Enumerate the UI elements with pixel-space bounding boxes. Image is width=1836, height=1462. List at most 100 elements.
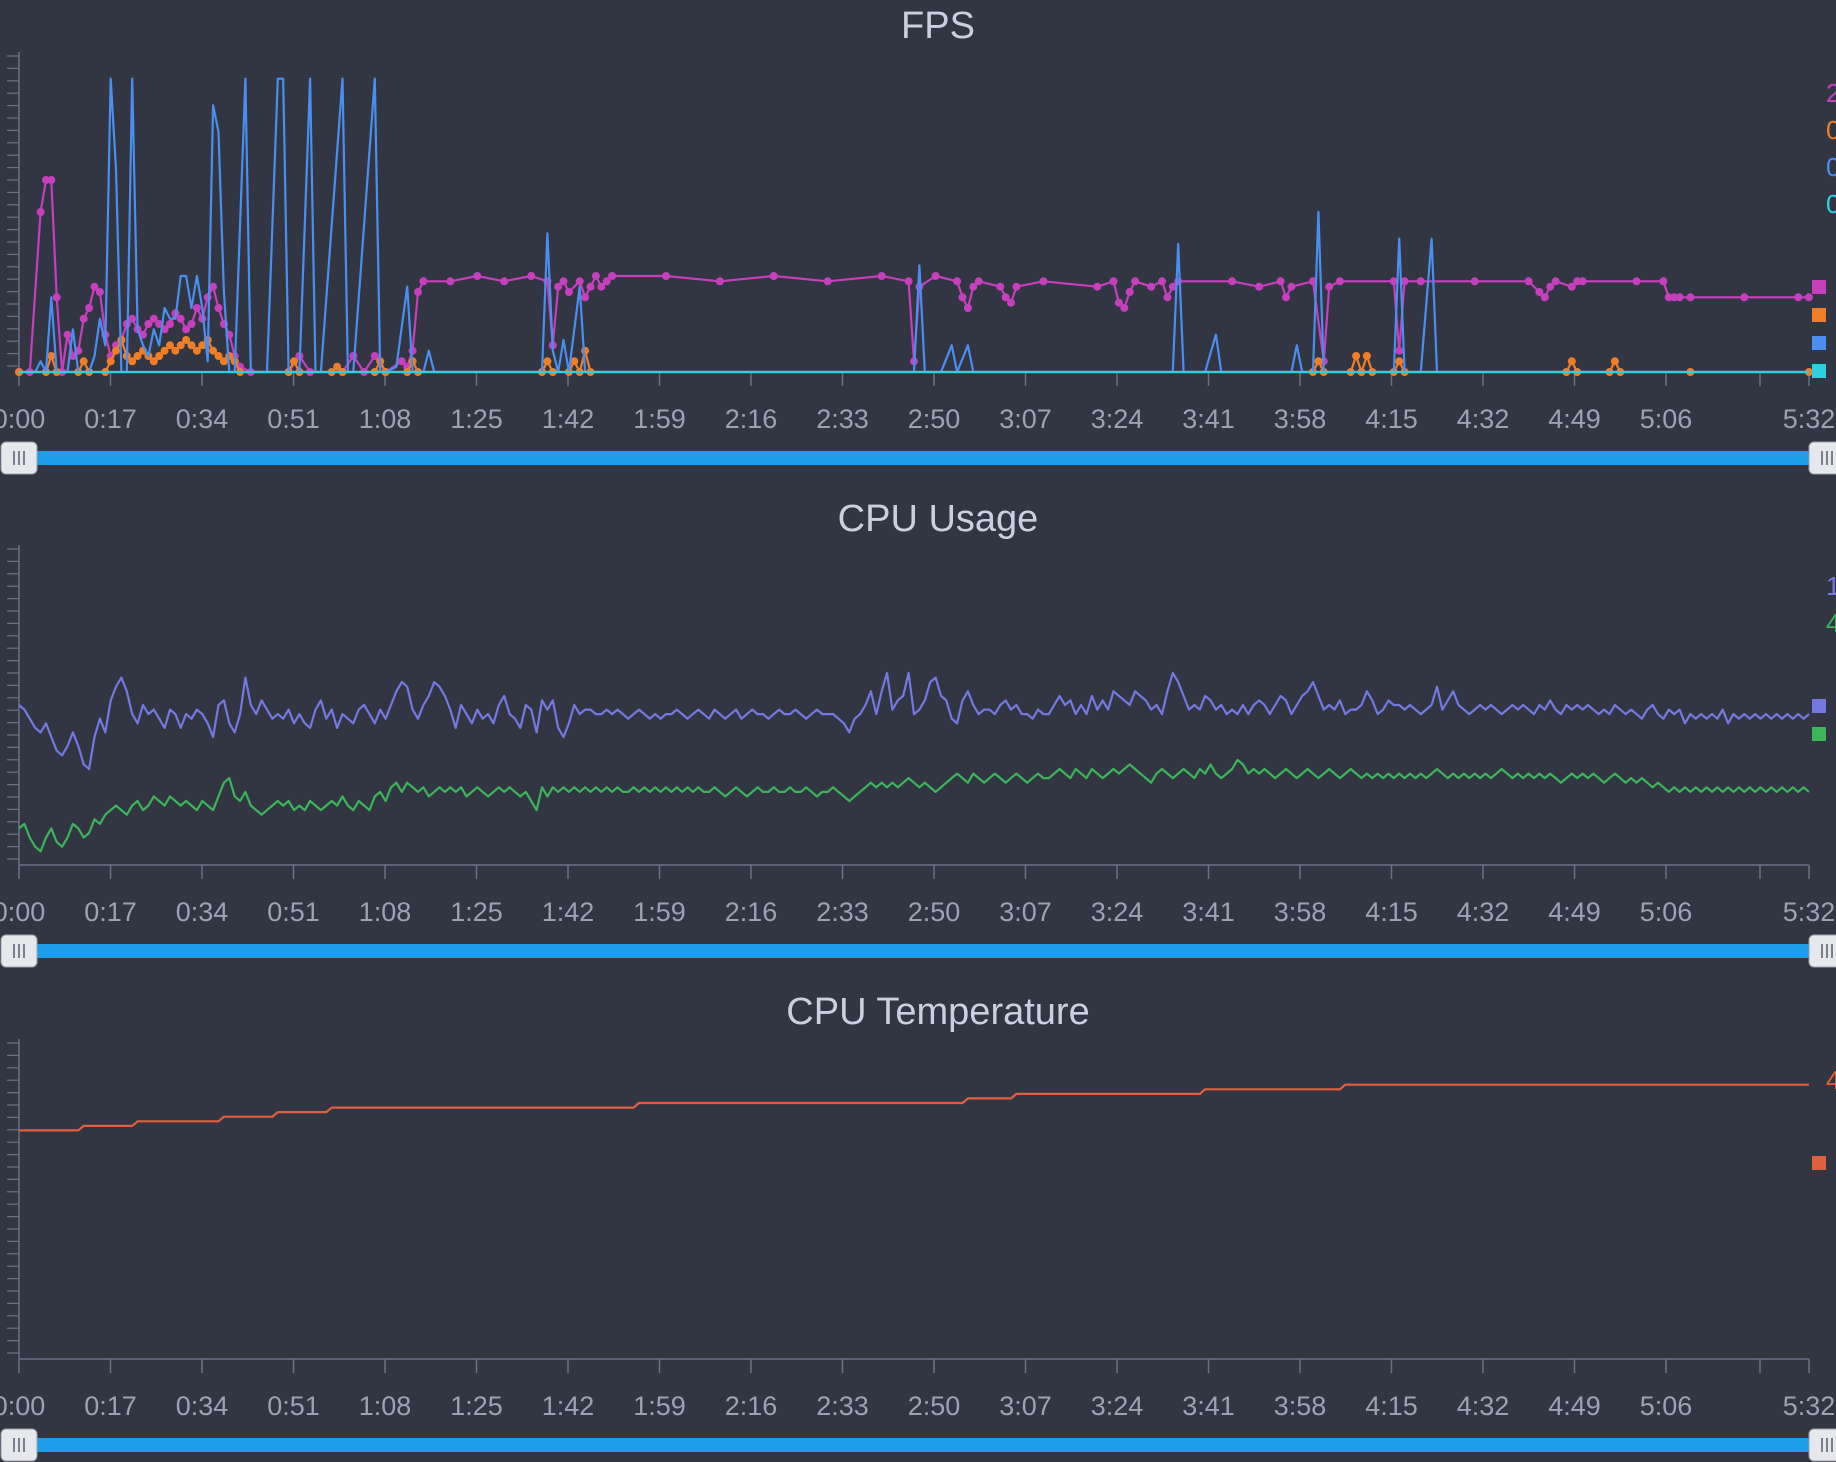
x-tick-label: 1:08 [359, 1391, 412, 1421]
series-point-0 [1168, 282, 1177, 291]
series-point-0 [1567, 282, 1576, 291]
series-point-0 [1540, 293, 1549, 302]
x-tick-label: 5:06 [1640, 404, 1693, 434]
series-point-0 [1228, 277, 1237, 286]
series-point-0 [608, 272, 617, 280]
series-point-0 [597, 282, 606, 291]
series-point-0 [958, 293, 967, 302]
x-tick-label: 1:08 [359, 897, 412, 927]
chart-panel-1: CPU Usage 0:00 0:17 0:34 0:51 1:08 1:25 1:42 1:5… [0, 498, 1836, 968]
series-point-0 [446, 277, 455, 286]
series-point-0 [187, 320, 196, 328]
zoom-slider-track[interactable] [35, 451, 1809, 465]
legend-swatch[interactable] [1812, 308, 1826, 322]
x-tick-label: 0:51 [267, 1391, 320, 1421]
series-point-1 [333, 362, 342, 371]
series-point-0 [47, 176, 56, 184]
series-point-0 [90, 282, 99, 291]
zoom-slider-track[interactable] [35, 1438, 1809, 1452]
zoom-slider-right-handle[interactable] [1808, 1428, 1836, 1462]
series-line-1 [18, 758, 1810, 853]
series-point-0 [1400, 277, 1409, 286]
x-tick-label: 4:49 [1548, 404, 1601, 434]
series-point-1 [149, 357, 158, 366]
x-tick-label: 0:51 [267, 897, 320, 927]
legend-value: 4 [1826, 1065, 1836, 1095]
x-tick-label: 3:24 [1091, 897, 1144, 927]
series-point-0 [527, 272, 536, 280]
x-tick-label: 1:59 [633, 404, 686, 434]
series-point-0 [1325, 282, 1334, 291]
series-point-0 [591, 272, 600, 280]
x-tick-label: 0:00 [0, 404, 45, 434]
x-tick-label: 3:58 [1274, 404, 1327, 434]
series-point-0 [1686, 293, 1695, 302]
series-point-0 [128, 314, 137, 323]
series-point-0 [1114, 298, 1123, 307]
legend-value: 0 [1826, 189, 1836, 219]
zoom-slider-right-handle[interactable] [1808, 934, 1836, 968]
series-point-0 [52, 293, 61, 302]
legend-swatch[interactable] [1812, 280, 1826, 294]
zoom-slider-right-handle[interactable] [1808, 441, 1836, 475]
x-tick-label: 5:32 [1783, 404, 1836, 434]
series-point-0 [149, 314, 158, 323]
series-point-0 [1535, 288, 1544, 296]
series-point-0 [996, 282, 1005, 291]
x-tick-label: 3:07 [999, 404, 1052, 434]
series-point-0 [85, 304, 94, 312]
series-point-0 [1389, 277, 1398, 286]
x-tick-label: 2:33 [816, 404, 869, 434]
series-point-0 [1276, 277, 1285, 286]
series-point-1 [290, 357, 298, 366]
series-point-0 [559, 277, 568, 286]
series-point-0 [182, 325, 191, 334]
series-point-1 [570, 357, 579, 366]
x-tick-label: 2:50 [908, 1391, 961, 1421]
chart-title: CPU Temperature [786, 991, 1089, 1033]
series-point-0 [473, 272, 482, 280]
series-point-0 [192, 304, 201, 312]
x-tick-label: 4:15 [1365, 404, 1418, 434]
x-tick-label: 0:00 [0, 1391, 45, 1421]
zoom-slider-left-handle[interactable] [0, 934, 38, 968]
x-tick-label: 1:42 [542, 897, 595, 927]
x-tick-label: 4:49 [1548, 1391, 1601, 1421]
series-point-0 [1470, 277, 1479, 286]
x-tick-label: 1:42 [542, 404, 595, 434]
series-point-0 [1395, 346, 1404, 355]
series-point-0 [36, 208, 45, 216]
x-tick-label: 3:58 [1274, 897, 1327, 927]
chart-panel-2: CPU Temperature 0:00 0:17 0:34 0:51 1:08 1:25 1… [0, 991, 1836, 1462]
series-point-0 [1524, 277, 1533, 286]
series-point-1 [79, 357, 88, 366]
x-tick-label: 2:16 [725, 897, 778, 927]
series-point-0 [1740, 293, 1749, 302]
zoom-slider-track[interactable] [35, 944, 1809, 958]
series-point-1 [1610, 357, 1619, 366]
legend-swatch[interactable] [1812, 1156, 1826, 1170]
series-point-0 [203, 293, 212, 302]
series-point-0 [370, 352, 379, 360]
legend-swatch[interactable] [1812, 336, 1826, 350]
series-point-1 [581, 346, 590, 355]
x-tick-label: 2:50 [908, 897, 961, 927]
series-point-0 [1174, 277, 1183, 286]
x-tick-label: 0:17 [84, 1391, 137, 1421]
zoom-slider-left-handle[interactable] [0, 1428, 38, 1462]
x-tick-label: 0:51 [267, 404, 320, 434]
series-point-0 [877, 272, 886, 280]
series-point-0 [1120, 304, 1129, 312]
series-point-1 [192, 346, 201, 355]
series-point-1 [112, 346, 120, 355]
legend-swatch[interactable] [1812, 699, 1826, 713]
series-point-0 [586, 282, 595, 291]
series-point-0 [1282, 293, 1290, 302]
legend-swatch[interactable] [1812, 727, 1826, 741]
series-point-0 [931, 272, 940, 280]
series-point-0 [1675, 293, 1684, 302]
series-point-0 [214, 304, 223, 312]
legend-swatch[interactable] [1812, 364, 1826, 378]
zoom-slider-left-handle[interactable] [0, 441, 38, 475]
